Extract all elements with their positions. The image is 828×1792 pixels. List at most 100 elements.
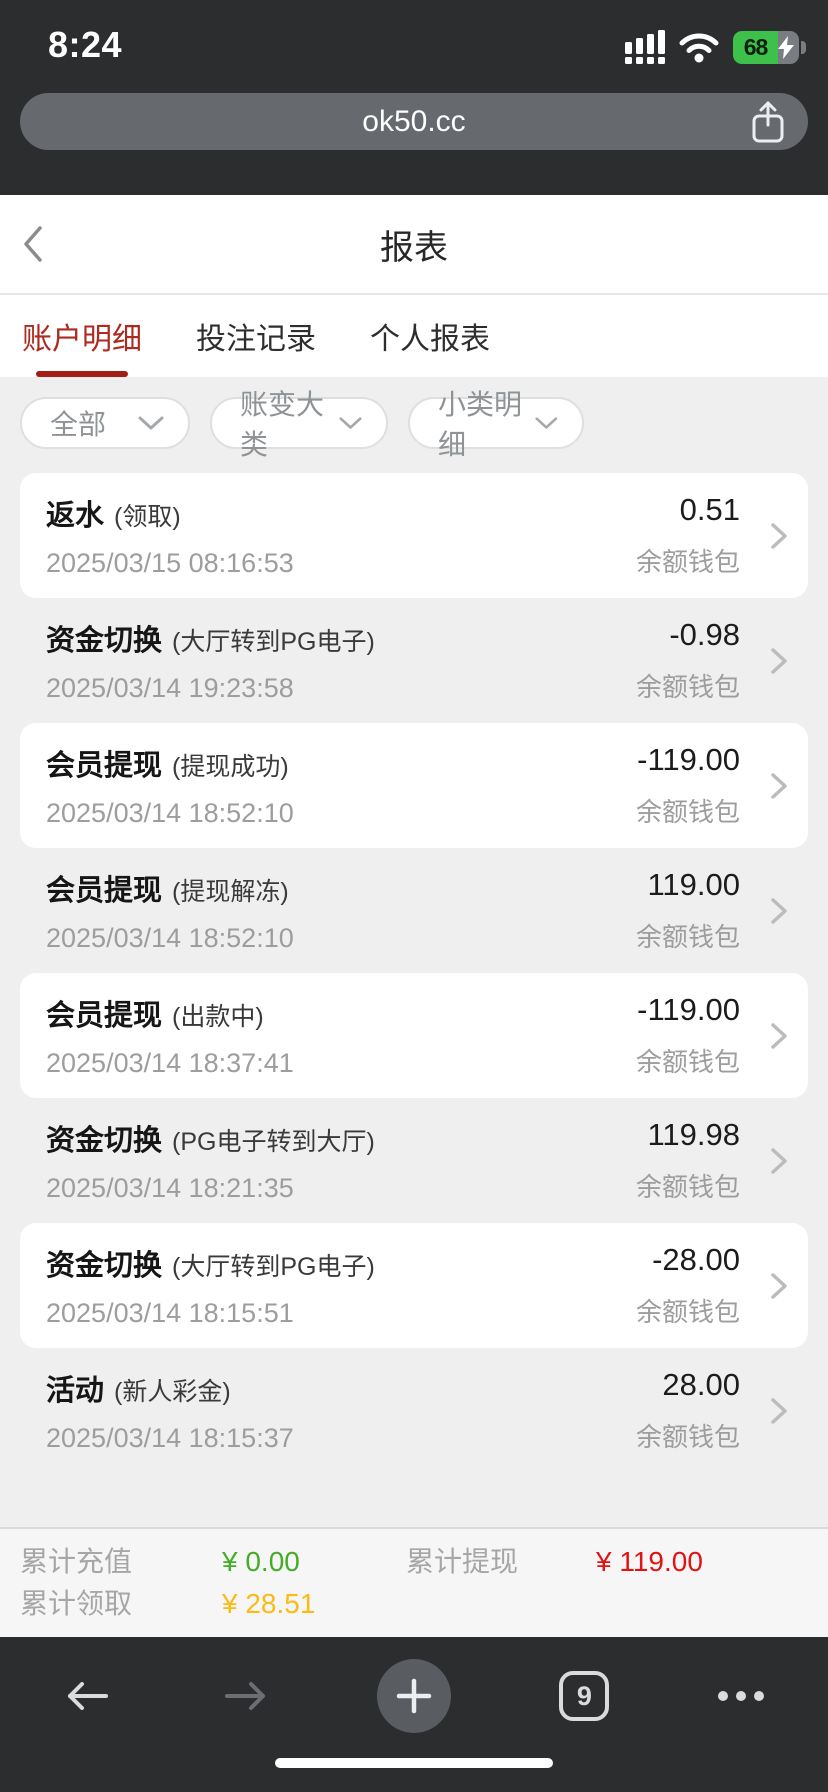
- active-tab-underline: [36, 371, 128, 377]
- status-icons: 68: [625, 30, 806, 64]
- arrow-left-icon: [68, 1682, 109, 1710]
- summary-bar: 累计充值 ¥ 0.00 累计提现 ¥ 119.00 累计领取 ¥ 28.51: [0, 1527, 828, 1637]
- transaction-type: 会员提现: [46, 875, 163, 907]
- summary-value-deposit: ¥ 0.00: [222, 1546, 300, 1577]
- share-icon: [752, 101, 784, 143]
- transaction-type: 资金切换: [46, 1250, 163, 1282]
- transaction-wallet: 余额钱包: [635, 1172, 740, 1202]
- transaction-wallet: 余额钱包: [635, 672, 740, 702]
- transaction-row[interactable]: 返水 (领取) 2025/03/15 08:16:53 0.51 余额钱包: [20, 473, 808, 598]
- filter-dropdown-category[interactable]: 账变大类: [210, 389, 388, 460]
- battery-percent: 68: [743, 33, 769, 60]
- tab-bet-records[interactable]: 投注记录: [196, 295, 316, 377]
- transaction-datetime: 2025/03/14 18:15:51: [46, 1298, 294, 1328]
- transaction-subtype: (领取): [114, 503, 181, 531]
- transaction-subtype: (PG电子转到大厅): [172, 1128, 375, 1156]
- transaction-type: 会员提现: [46, 750, 163, 782]
- transaction-datetime: 2025/03/14 18:52:10: [46, 798, 294, 828]
- cellular-signal-icon: [625, 30, 665, 64]
- transaction-subtype: (大厅转到PG电子): [172, 628, 375, 656]
- share-button[interactable]: [746, 99, 790, 145]
- transaction-datetime: 2025/03/15 08:16:53: [46, 548, 294, 578]
- browser-toolbar: 9: [0, 1637, 828, 1792]
- tab-personal-report[interactable]: 个人报表: [370, 295, 490, 377]
- tab-account-detail[interactable]: 账户明细: [22, 295, 142, 377]
- tab-bar: 账户明细 投注记录 个人报表: [0, 295, 828, 377]
- summary-label-claimed: 累计领取: [20, 1588, 133, 1619]
- transaction-row[interactable]: 资金切换 (大厅转到PG电子) 2025/03/14 18:15:51 -28.…: [20, 1223, 808, 1348]
- transaction-type: 资金切换: [46, 1125, 163, 1157]
- transaction-subtype: (大厅转到PG电子): [172, 1253, 375, 1281]
- chevron-down-icon: [535, 416, 558, 429]
- chevron-right-icon: [771, 897, 787, 924]
- transaction-datetime: 2025/03/14 19:23:58: [46, 673, 294, 703]
- tab-count: 9: [576, 1680, 592, 1711]
- filter-label: 小类明细: [438, 389, 523, 460]
- new-tab-button[interactable]: [376, 1659, 451, 1733]
- transaction-row[interactable]: 会员提现 (提现解冻) 2025/03/14 18:52:10 119.00 余…: [20, 848, 808, 973]
- wifi-icon: [679, 33, 719, 63]
- filter-dropdown-all[interactable]: 全部: [20, 397, 190, 449]
- transaction-row[interactable]: 资金切换 (PG电子转到大厅) 2025/03/14 18:21:35 119.…: [20, 1098, 808, 1223]
- chevron-down-icon: [339, 416, 362, 429]
- browser-chrome-top: 8:24 68 o: [0, 0, 828, 195]
- chevron-right-icon: [771, 1397, 787, 1424]
- tab-count-badge: 9: [559, 1671, 610, 1721]
- transaction-amount: 119.00: [647, 867, 740, 902]
- transaction-subtype: (新人彩金): [114, 1378, 231, 1406]
- transaction-subtype: (出款中): [172, 1003, 264, 1031]
- transaction-wallet: 余额钱包: [635, 1297, 740, 1327]
- transaction-datetime: 2025/03/14 18:37:41: [46, 1048, 294, 1078]
- url-bar[interactable]: ok50.cc: [20, 93, 808, 150]
- browser-back-button[interactable]: [64, 1679, 112, 1713]
- tab-switcher-button[interactable]: 9: [559, 1671, 610, 1721]
- summary-value-withdraw: ¥ 119.00: [596, 1546, 703, 1577]
- chevron-down-icon: [138, 416, 164, 429]
- chevron-right-icon: [771, 647, 787, 674]
- transaction-amount: -0.98: [669, 617, 740, 652]
- page-title: 报表: [380, 228, 448, 267]
- tab-label: 个人报表: [370, 323, 490, 356]
- chevron-right-icon: [771, 1272, 787, 1299]
- tab-label: 投注记录: [196, 323, 316, 356]
- transaction-type: 返水: [46, 500, 105, 532]
- transaction-type: 资金切换: [46, 625, 163, 657]
- plus-icon: [396, 1678, 432, 1714]
- browser-menu-button[interactable]: [717, 1691, 764, 1701]
- browser-forward-button[interactable]: [221, 1679, 269, 1713]
- chevron-right-icon: [771, 772, 787, 799]
- transaction-amount: 119.98: [647, 1117, 740, 1152]
- arrow-right-icon: [224, 1682, 265, 1710]
- transaction-list: 返水 (领取) 2025/03/15 08:16:53 0.51 余额钱包 资金…: [0, 473, 828, 1473]
- transaction-row[interactable]: 会员提现 (提现成功) 2025/03/14 18:52:10 -119.00 …: [20, 723, 808, 848]
- transaction-row[interactable]: 资金切换 (大厅转到PG电子) 2025/03/14 19:23:58 -0.9…: [20, 598, 808, 723]
- transaction-wallet: 余额钱包: [635, 1047, 740, 1077]
- summary-label-deposit: 累计充值: [20, 1546, 133, 1577]
- chevron-right-icon: [771, 522, 787, 549]
- back-chevron-icon: [24, 226, 42, 262]
- home-indicator[interactable]: [275, 1758, 553, 1768]
- tab-label: 账户明细: [22, 323, 142, 356]
- chevron-right-icon: [771, 1022, 787, 1049]
- transaction-amount: 0.51: [679, 492, 740, 527]
- transaction-wallet: 余额钱包: [635, 797, 740, 827]
- charging-bolt-icon: [778, 35, 794, 59]
- transaction-datetime: 2025/03/14 18:21:35: [46, 1173, 294, 1203]
- filter-row: 全部 账变大类 小类明细: [0, 377, 828, 460]
- page-header: 报表: [0, 195, 828, 295]
- transaction-wallet: 余额钱包: [635, 547, 740, 577]
- transaction-amount: 28.00: [662, 1367, 740, 1402]
- transaction-subtype: (提现成功): [172, 753, 289, 781]
- filter-dropdown-subcategory[interactable]: 小类明细: [408, 389, 584, 460]
- transaction-row[interactable]: 活动 (新人彩金) 2025/03/14 18:15:37 28.00 余额钱包: [20, 1348, 808, 1473]
- filter-label: 账变大类: [240, 389, 325, 460]
- summary-value-claimed: ¥ 28.51: [222, 1588, 316, 1619]
- transaction-type: 会员提现: [46, 1000, 163, 1032]
- back-button[interactable]: [22, 195, 82, 293]
- transaction-row[interactable]: 会员提现 (出款中) 2025/03/14 18:37:41 -119.00 余…: [20, 973, 808, 1098]
- filter-label: 全部: [50, 409, 107, 440]
- report-content: 全部 账变大类 小类明细 返水 (领取): [0, 377, 828, 1527]
- chevron-right-icon: [771, 1147, 787, 1174]
- battery-icon: 68: [733, 30, 806, 64]
